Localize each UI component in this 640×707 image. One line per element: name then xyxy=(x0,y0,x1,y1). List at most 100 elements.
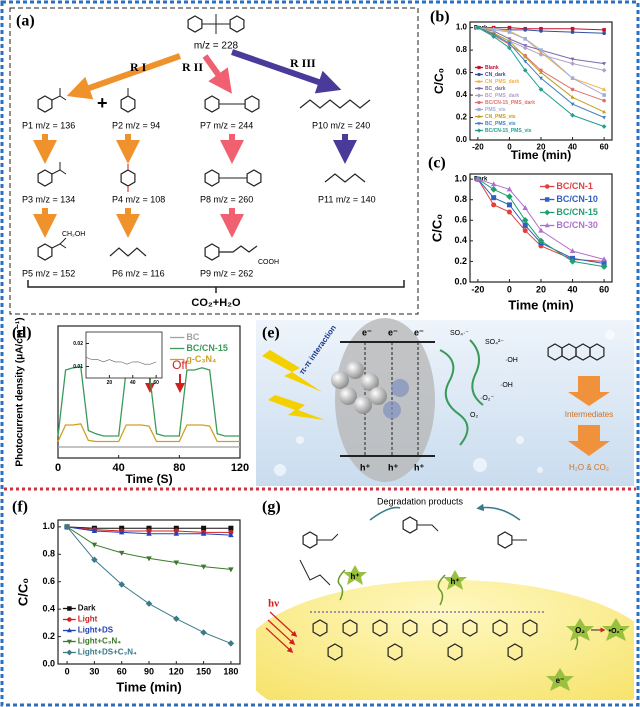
plot-area xyxy=(57,325,241,459)
annotation: Dark xyxy=(474,177,488,183)
triazine-network xyxy=(310,611,545,661)
species-label: e⁻ xyxy=(556,676,565,685)
data-point xyxy=(522,45,528,51)
data-point xyxy=(601,256,607,262)
catalyst-surface xyxy=(256,580,634,700)
legend-label: BC/CN-15 xyxy=(186,343,228,353)
shape xyxy=(269,611,298,638)
shape xyxy=(346,361,364,379)
y-tick-label: 1.0 xyxy=(454,174,467,184)
y-tick-label: 0.4 xyxy=(454,235,467,245)
x-axis-label: Time (min) xyxy=(511,148,571,162)
data-point xyxy=(570,87,575,92)
panel-label: (a) xyxy=(16,13,35,30)
legend-marker xyxy=(477,100,481,105)
shape xyxy=(246,169,262,187)
shape xyxy=(120,95,136,113)
data-point xyxy=(490,186,497,193)
data-point xyxy=(146,525,152,531)
data-point xyxy=(91,556,98,564)
shape xyxy=(37,95,53,113)
panel-label: (f) xyxy=(12,499,28,516)
data-point xyxy=(173,525,179,531)
data-point xyxy=(602,87,607,91)
data-point xyxy=(491,202,497,208)
legend-label: Dark xyxy=(78,604,96,613)
x-tick-label: 150 xyxy=(196,666,211,676)
legend-label: PMS_vis xyxy=(485,107,506,113)
step-arrow xyxy=(568,376,610,406)
data-point xyxy=(118,581,125,588)
legend-label: BC_dark xyxy=(485,86,506,92)
data-point xyxy=(200,564,207,570)
legend-marker xyxy=(66,639,72,645)
chart: 20 40 60 0.01 0.02 xyxy=(73,331,163,386)
x-tick-label: 60 xyxy=(153,380,159,386)
x-tick-label: -20 xyxy=(471,284,484,294)
final-products: CO₂+H₂O xyxy=(191,297,241,309)
shape xyxy=(120,169,136,187)
data-point xyxy=(228,532,234,538)
product-label: P5 m/z = 152 xyxy=(22,268,75,278)
species-label: O₂ xyxy=(470,412,478,419)
data-point xyxy=(539,26,543,31)
legend-marker xyxy=(544,222,550,228)
legend-label: BC/CN-15 xyxy=(556,207,598,217)
legend-marker xyxy=(476,128,482,133)
legend-marker xyxy=(544,184,550,189)
y-tick-label: 0.6 xyxy=(456,68,468,77)
panel-label: (c) xyxy=(428,155,446,172)
data-point xyxy=(145,600,153,607)
molecule xyxy=(120,88,136,113)
step-label: H₂O & CO₂ xyxy=(569,463,609,472)
light-bolt xyxy=(268,395,325,420)
y-tick-label: 0.8 xyxy=(454,194,467,204)
x-tick-label: 20 xyxy=(537,142,546,151)
shape xyxy=(267,619,296,646)
data-point xyxy=(63,523,71,531)
y-axis-label: Photocurrent density (μA/cm⁻¹) xyxy=(15,317,26,466)
data-point xyxy=(522,204,528,210)
molecule xyxy=(109,247,147,257)
data-point xyxy=(173,530,180,536)
legend-label: BC/CN-1 xyxy=(556,181,593,191)
species-label: ·O₂⁻ xyxy=(480,395,494,402)
series-line xyxy=(85,357,157,365)
shape xyxy=(204,243,220,261)
shape xyxy=(473,458,487,472)
electron-label: e⁻ xyxy=(388,327,398,337)
panel-a-frame xyxy=(9,7,419,315)
x-tick-label: 120 xyxy=(169,666,184,676)
shape xyxy=(324,173,366,183)
data-point xyxy=(602,98,606,103)
data-point xyxy=(569,248,576,254)
product-label: P11 m/z = 140 xyxy=(318,194,376,204)
light-arrows xyxy=(265,611,298,654)
legend-label: Light xyxy=(78,615,98,624)
hole-label: h⁺ xyxy=(360,462,370,472)
data-point xyxy=(522,222,528,228)
data-point xyxy=(200,629,207,636)
data-point xyxy=(569,258,576,265)
shape xyxy=(402,516,418,534)
group-label: COOH xyxy=(258,259,279,266)
product-label: P1 m/z = 136 xyxy=(22,120,75,130)
molecule xyxy=(37,162,67,187)
shape xyxy=(256,580,634,700)
data-point xyxy=(523,59,528,64)
legend-marker xyxy=(66,627,72,633)
plus-sign: + xyxy=(97,93,108,113)
data-point xyxy=(602,31,606,36)
molecule xyxy=(324,173,366,183)
reaction-arrow xyxy=(469,339,484,406)
shape xyxy=(383,401,401,419)
legend-label: CN_PMS_dark xyxy=(485,79,519,85)
data-point xyxy=(570,112,575,118)
data-point xyxy=(200,530,207,536)
shape xyxy=(331,371,349,389)
shape xyxy=(361,373,379,391)
y-tick-label: 0.8 xyxy=(42,549,55,559)
shape xyxy=(51,88,67,101)
legend-label: BC/CN-15_PMS_dark xyxy=(485,100,535,106)
shape xyxy=(299,99,371,109)
